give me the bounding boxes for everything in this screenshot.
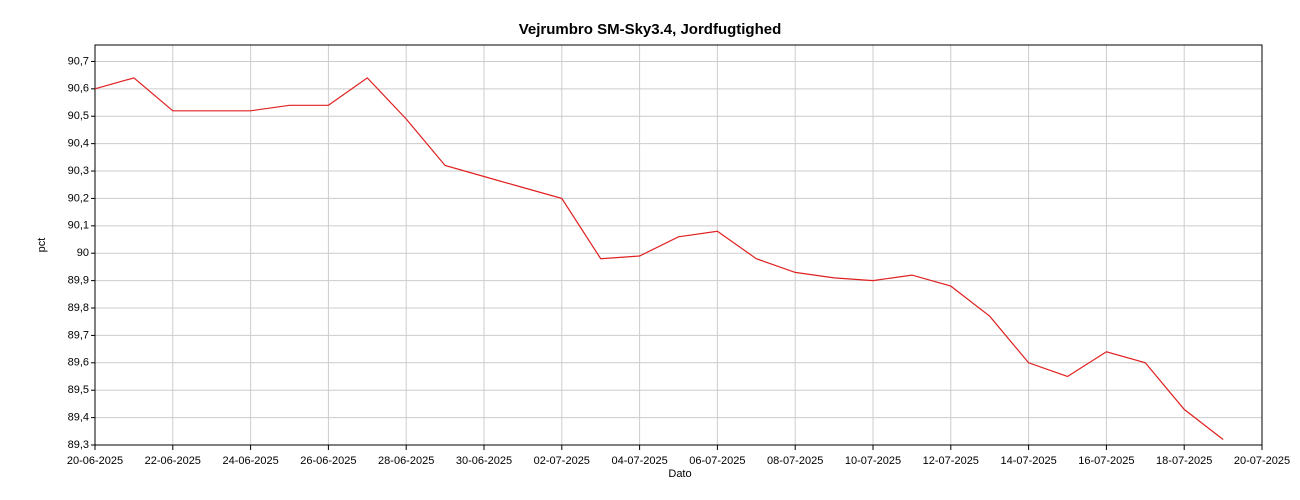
x-tick-label: 20-07-2025	[1234, 455, 1290, 467]
y-tick-label: 89,7	[68, 329, 89, 341]
x-tick-label: 10-07-2025	[845, 455, 901, 467]
x-tick-label: 08-07-2025	[767, 455, 823, 467]
y-tick-label: 90	[77, 247, 89, 259]
plot-frame	[94, 44, 1263, 446]
chart-title: Vejrumbro SM-Sky3.4, Jordfugtighed	[519, 21, 782, 38]
y-axis-label: pct	[36, 238, 48, 253]
x-tick-label: 26-06-2025	[300, 455, 356, 467]
x-tick-label: 16-07-2025	[1078, 455, 1134, 467]
x-tick-label: 06-07-2025	[689, 455, 745, 467]
x-tick-label: 14-07-2025	[1000, 455, 1056, 467]
y-tick-label: 89,5	[68, 384, 89, 396]
y-tick-label: 90,3	[68, 165, 89, 177]
y-tick-label: 89,3	[68, 439, 89, 451]
y-tick-label: 90,6	[68, 83, 89, 95]
x-tick-label: 02-07-2025	[534, 455, 590, 467]
x-tick-label: 24-06-2025	[222, 455, 278, 467]
x-tick-label: 12-07-2025	[923, 455, 979, 467]
y-tick-label: 89,6	[68, 357, 89, 369]
x-tick-label: 22-06-2025	[145, 455, 201, 467]
x-tick-label: 28-06-2025	[378, 455, 434, 467]
x-tick-label: 18-07-2025	[1156, 455, 1212, 467]
x-tick-label: 30-06-2025	[456, 455, 512, 467]
y-tick-label: 89,4	[68, 412, 89, 424]
x-tick-label: 04-07-2025	[611, 455, 667, 467]
x-tick-label: 20-06-2025	[67, 455, 123, 467]
x-axis-label: Dato	[668, 468, 691, 480]
y-tick-label: 89,9	[68, 275, 89, 287]
y-tick-label: 90,2	[68, 192, 89, 204]
y-tick-label: 90,7	[68, 55, 89, 67]
y-tick-label: 90,5	[68, 110, 89, 122]
y-tick-label: 90,4	[68, 138, 89, 150]
y-tick-label: 89,8	[68, 302, 89, 314]
data-line	[94, 77, 1224, 440]
y-tick-label: 90,1	[68, 220, 89, 232]
